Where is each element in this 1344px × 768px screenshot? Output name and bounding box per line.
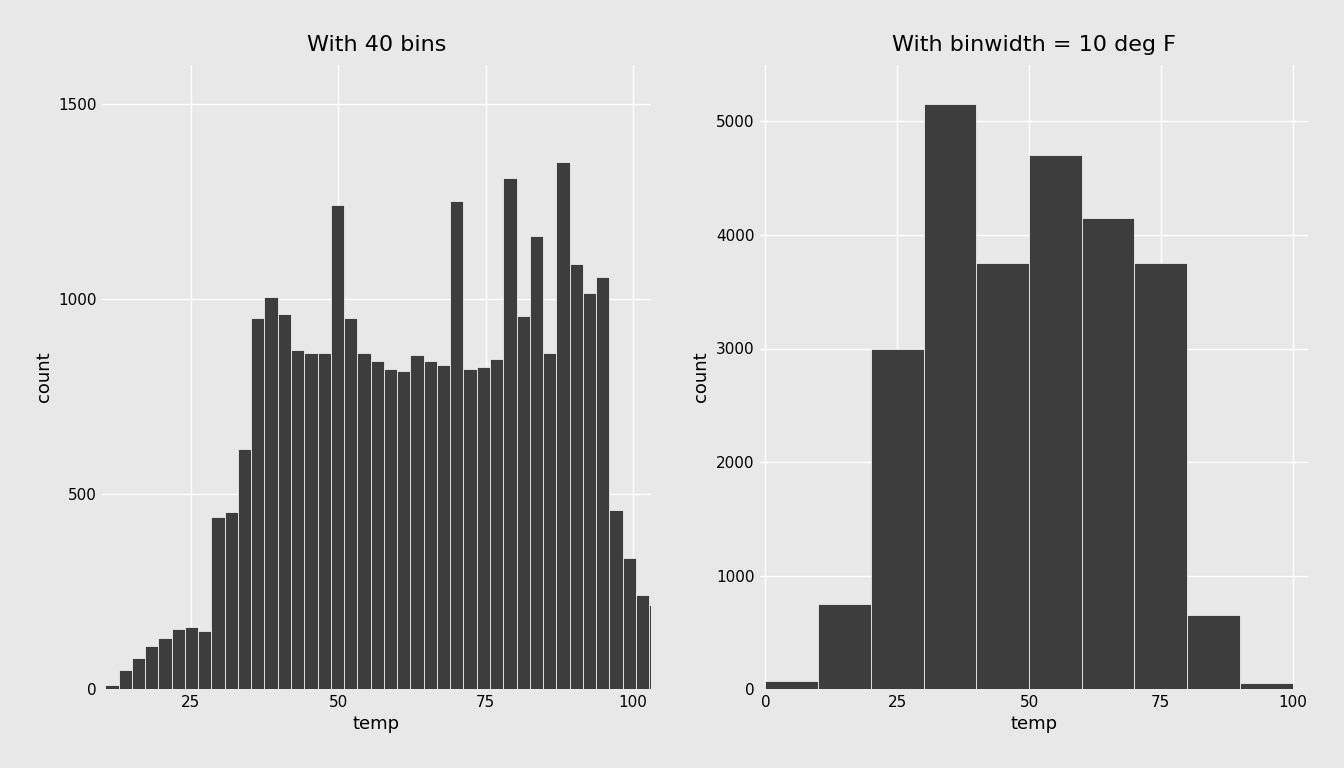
Bar — [105, 685, 118, 689]
Bar — [1030, 155, 1082, 689]
Bar — [224, 511, 238, 689]
Bar — [172, 629, 185, 689]
Bar — [622, 558, 636, 689]
Bar — [570, 263, 583, 689]
Bar — [278, 314, 292, 689]
Bar — [503, 178, 516, 689]
Bar — [689, 677, 703, 689]
Bar — [636, 595, 649, 689]
Bar — [344, 319, 358, 689]
Bar — [145, 646, 159, 689]
Bar — [159, 638, 172, 689]
Bar — [251, 319, 265, 689]
Bar — [185, 627, 198, 689]
Bar — [358, 353, 371, 689]
Bar — [384, 369, 398, 689]
Bar — [265, 297, 278, 689]
Bar — [331, 205, 344, 689]
X-axis label: temp: temp — [1011, 715, 1058, 733]
Title: With binwidth = 10 deg F: With binwidth = 10 deg F — [892, 35, 1176, 55]
Bar — [198, 631, 211, 689]
Bar — [543, 353, 556, 689]
Bar — [976, 263, 1030, 689]
Bar — [597, 277, 609, 689]
Bar — [676, 644, 689, 689]
Bar — [211, 518, 224, 689]
Bar — [371, 361, 384, 689]
Bar — [530, 237, 543, 689]
Title: With 40 bins: With 40 bins — [306, 35, 446, 55]
Bar — [871, 349, 923, 689]
Bar — [818, 604, 871, 689]
Bar — [491, 359, 503, 689]
Y-axis label: count: count — [35, 352, 52, 402]
Bar — [238, 449, 251, 689]
Bar — [583, 293, 597, 689]
Bar — [1187, 615, 1241, 689]
Bar — [410, 356, 423, 689]
X-axis label: temp: temp — [353, 715, 401, 733]
Bar — [304, 353, 317, 689]
Bar — [292, 349, 304, 689]
Bar — [609, 510, 622, 689]
Bar — [477, 367, 491, 689]
Bar — [1241, 684, 1293, 689]
Bar — [1082, 218, 1134, 689]
Bar — [132, 658, 145, 689]
Bar — [437, 365, 450, 689]
Bar — [118, 670, 132, 689]
Bar — [423, 361, 437, 689]
Y-axis label: count: count — [692, 352, 711, 402]
Bar — [450, 201, 464, 689]
Bar — [516, 316, 530, 689]
Bar — [556, 162, 570, 689]
Bar — [649, 605, 663, 689]
Bar — [923, 104, 976, 689]
Bar — [663, 638, 676, 689]
Bar — [1134, 263, 1187, 689]
Bar — [464, 369, 477, 689]
Bar — [317, 353, 331, 689]
Bar — [398, 371, 410, 689]
Bar — [765, 681, 818, 689]
